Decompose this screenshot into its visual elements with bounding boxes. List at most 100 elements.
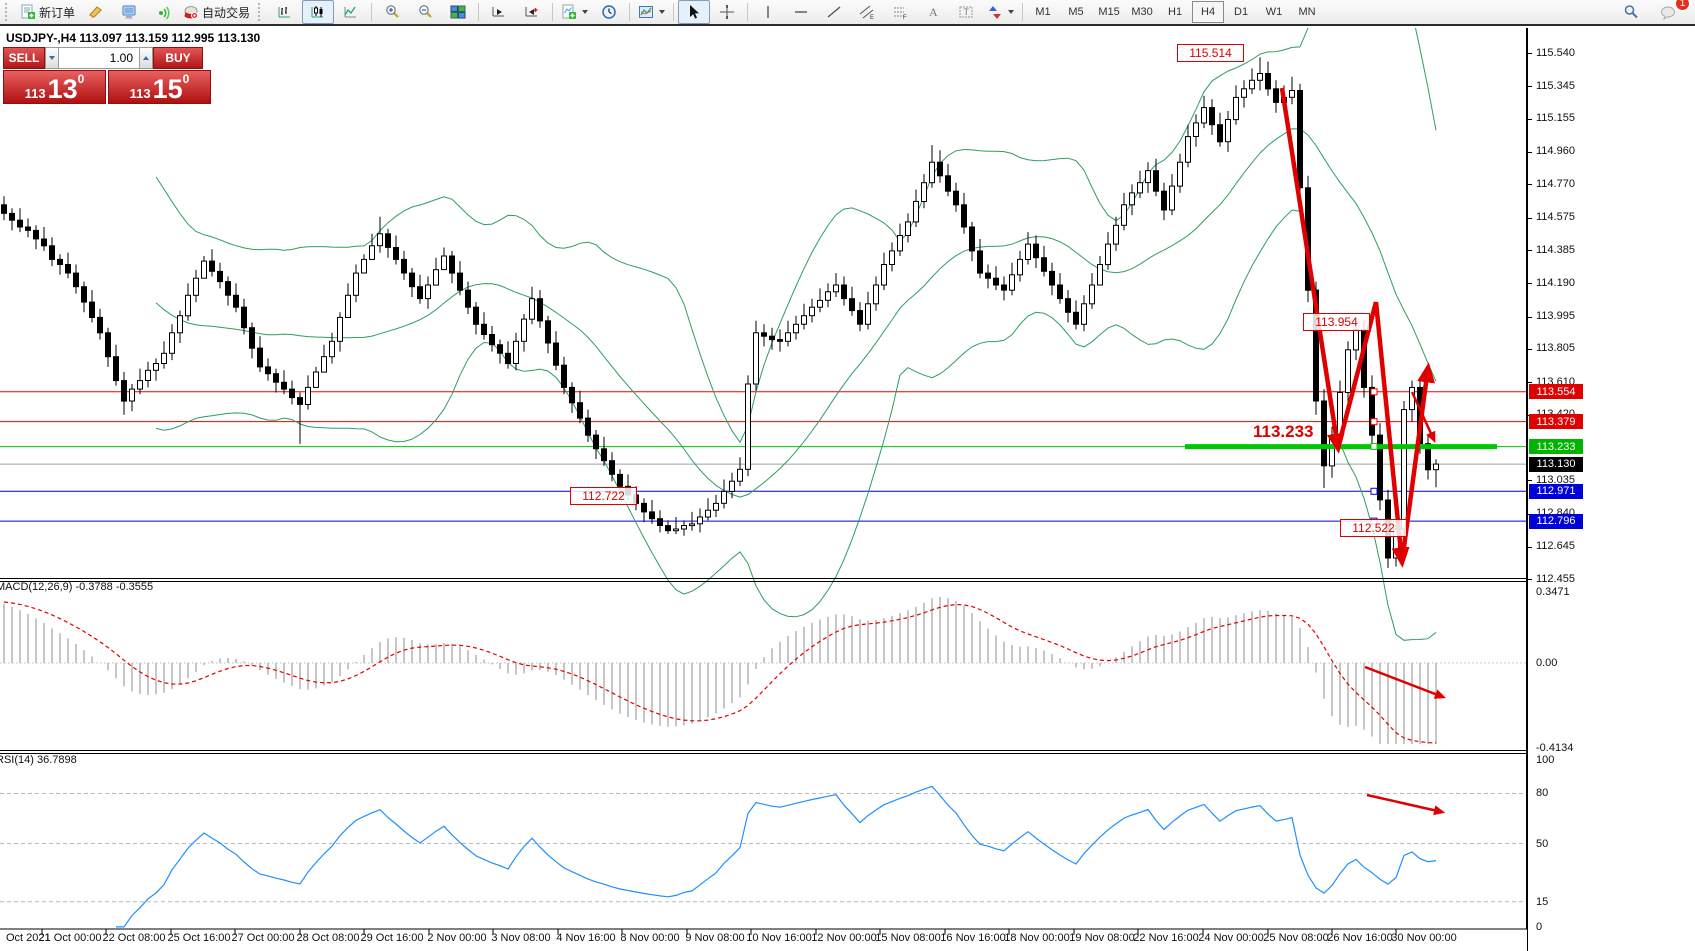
- price-annotation[interactable]: 112.522: [1340, 519, 1407, 537]
- templates-button[interactable]: [634, 0, 669, 24]
- period-clock-button[interactable]: [593, 0, 625, 24]
- zoom-in-button[interactable]: [376, 0, 408, 24]
- svg-text:T: T: [964, 7, 970, 17]
- price-label: 113.805: [1536, 342, 1575, 355]
- time-label: 10 Nov 16:00: [746, 932, 812, 944]
- arrows-tool-button[interactable]: [983, 0, 1018, 24]
- arrow-objects-icon: [989, 6, 1002, 19]
- fibonacci-icon: F: [894, 7, 907, 20]
- notifications-button[interactable]: 1: [1653, 0, 1690, 24]
- timeframe-m30[interactable]: M30: [1131, 6, 1153, 18]
- bid-price-display[interactable]: 113 13 0: [3, 70, 106, 104]
- bullish-candle: [305, 386, 311, 405]
- time-label: 22 Nov 16:00: [1133, 932, 1199, 944]
- sell-button[interactable]: SELL: [3, 47, 45, 69]
- time-label: 30 Nov 00:00: [1391, 932, 1457, 944]
- tile-windows-button[interactable]: [442, 0, 474, 24]
- auto-scroll-button[interactable]: [483, 0, 515, 24]
- new-chart-button[interactable]: [557, 0, 592, 24]
- bullish-candle: [1177, 161, 1183, 187]
- bar-chart-button[interactable]: [269, 0, 301, 24]
- new-order-button[interactable]: 新订单: [16, 0, 79, 24]
- buy-button[interactable]: BUY: [153, 47, 203, 69]
- bullish-candle: [1433, 463, 1439, 471]
- bearish-candle: [297, 397, 303, 405]
- trend-arrow: [1373, 301, 1410, 568]
- time-label: 8 Nov 00:00: [620, 932, 680, 944]
- volume-input[interactable]: [59, 47, 139, 69]
- time-label: 21 Oct 00:00: [38, 932, 102, 944]
- hline-tool-button[interactable]: [785, 0, 817, 24]
- channel-tool-button[interactable]: E: [851, 0, 883, 24]
- signals-button[interactable]: [146, 0, 178, 24]
- bearish-candle: [1265, 73, 1271, 90]
- toolbar-separator: [371, 3, 373, 21]
- timeframe-h1[interactable]: H1: [1168, 6, 1183, 18]
- line-chart-button[interactable]: [335, 0, 367, 24]
- chart-style-button[interactable]: [80, 0, 112, 24]
- toolbar-separator: [673, 3, 675, 21]
- bullish-candle: [513, 340, 519, 364]
- bullish-candle: [1089, 284, 1095, 305]
- bearish-candle: [25, 226, 31, 231]
- timeframe-d1[interactable]: D1: [1234, 6, 1249, 18]
- toolbar-separator: [629, 3, 631, 21]
- vline-tool-button[interactable]: [752, 0, 784, 24]
- price-chart-canvas[interactable]: [0, 28, 1527, 951]
- label-tool-button[interactable]: T: [950, 0, 982, 24]
- rsi-axis-label: 100: [1536, 754, 1555, 767]
- timeframe-m5[interactable]: M5: [1068, 6, 1084, 18]
- bearish-candle: [1321, 400, 1327, 467]
- bullish-candle: [1345, 349, 1351, 393]
- chart-area[interactable]: USDJPY-,H4 113.097 113.159 112.995 113.1…: [0, 28, 1527, 951]
- bearish-candle: [17, 219, 23, 228]
- price-label: 112.455: [1536, 572, 1575, 585]
- rsi-indicator-label: RSI(14) 36.7898: [0, 754, 77, 766]
- price-annotation[interactable]: 115.514: [1177, 44, 1244, 62]
- bullish-candle: [425, 284, 431, 300]
- chart-shift-button[interactable]: [516, 0, 548, 24]
- bearish-candle: [1377, 434, 1383, 501]
- line-handle: [1370, 443, 1378, 451]
- price-annotation-large[interactable]: 113.233: [1253, 422, 1314, 442]
- bearish-candle: [537, 298, 543, 322]
- bearish-candle: [385, 233, 391, 248]
- rsi-axis-label: 80: [1536, 787, 1549, 800]
- autotrade-button[interactable]: 自动交易: [179, 0, 254, 24]
- bullish-candle: [873, 284, 879, 305]
- text-tool-button[interactable]: A: [917, 0, 949, 24]
- candlestick-chart-button[interactable]: [302, 0, 335, 24]
- bullish-candle: [929, 161, 935, 184]
- price-annotation[interactable]: 113.954: [1303, 313, 1370, 331]
- timeframe-m1[interactable]: M1: [1035, 6, 1051, 18]
- price-axis[interactable]: 115.540 115.345 115.155 114.960 114.770 114.5…: [1527, 28, 1695, 951]
- volume-decrease-button[interactable]: [45, 47, 59, 69]
- search-button[interactable]: [1615, 0, 1647, 24]
- bullish-candle: [785, 332, 791, 342]
- chevron-up-icon: [143, 56, 149, 60]
- timeframe-m15[interactable]: M15: [1098, 6, 1120, 18]
- zoom-out-button[interactable]: [409, 0, 441, 24]
- bearish-candle: [1001, 284, 1007, 291]
- price-badge: 113.554: [1529, 384, 1583, 400]
- timeframe-h4[interactable]: H4: [1192, 1, 1225, 23]
- volume-increase-button[interactable]: [139, 47, 153, 69]
- bearish-candle: [121, 380, 127, 402]
- terminal-button[interactable]: [113, 0, 145, 24]
- fibonacci-tool-button[interactable]: F: [884, 0, 916, 24]
- timeframe-w1[interactable]: W1: [1265, 6, 1283, 18]
- price-annotation[interactable]: 112.722: [570, 487, 637, 505]
- timeframe-mn[interactable]: MN: [1298, 6, 1316, 18]
- bearish-candle: [81, 286, 87, 303]
- trendline-tool-button[interactable]: [818, 0, 850, 24]
- bullish-candle: [1129, 192, 1135, 206]
- bullish-candle: [1105, 243, 1111, 266]
- crosshair-tool-button[interactable]: [711, 0, 743, 24]
- cursor-tool-button[interactable]: [678, 0, 711, 24]
- ask-price-display[interactable]: 113 15 0: [108, 70, 211, 104]
- bearish-candle: [465, 289, 471, 308]
- svg-text:A: A: [929, 5, 938, 19]
- macd-axis-label: 0.00: [1536, 657, 1558, 669]
- time-label: 4 Nov 16:00: [556, 932, 616, 944]
- bullish-candle: [673, 528, 679, 532]
